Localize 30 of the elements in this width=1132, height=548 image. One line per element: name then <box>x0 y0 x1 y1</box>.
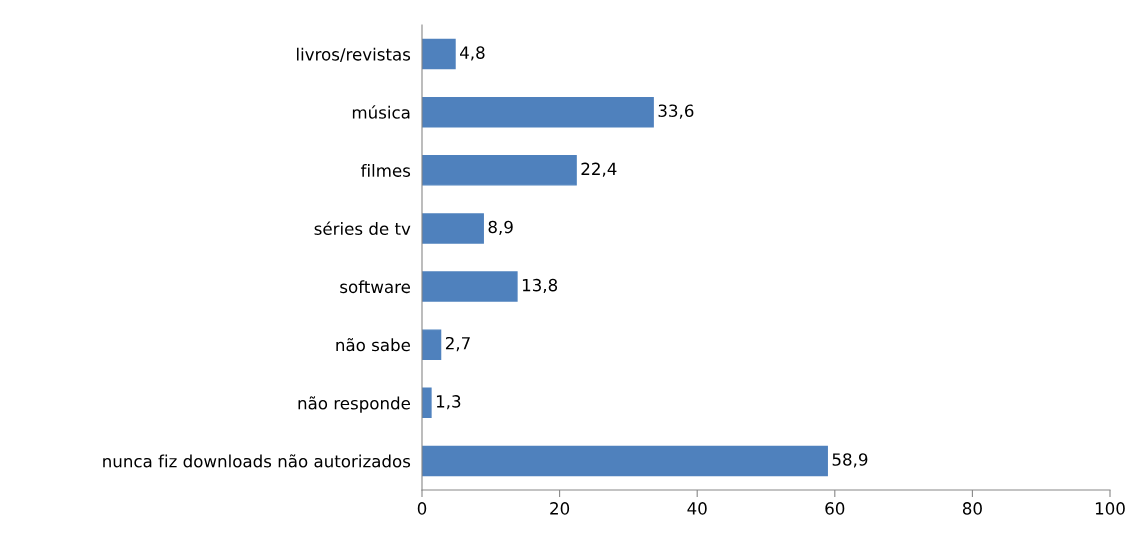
x-tick-label: 60 <box>825 502 845 515</box>
y-tick-label: nunca fiz downloads não autorizados <box>103 454 411 468</box>
x-tick-label: 0 <box>417 502 427 515</box>
data-label: 1,3 <box>436 395 461 410</box>
data-label: 33,6 <box>658 104 694 119</box>
data-label: 58,9 <box>832 453 868 468</box>
data-label: 8,9 <box>488 220 513 235</box>
data-label: 4,8 <box>460 46 485 61</box>
y-tick-label: não sabe <box>336 338 410 352</box>
bar <box>422 155 577 186</box>
x-tick-label: 40 <box>687 502 707 515</box>
data-label: 22,4 <box>581 162 617 177</box>
x-tick-label: 20 <box>550 502 570 515</box>
y-tick-label: séries de tv <box>314 221 411 236</box>
bar <box>422 271 518 302</box>
y-tick-label: não responde <box>298 396 410 413</box>
bar <box>422 329 442 360</box>
y-tick-label: software <box>340 280 410 294</box>
x-tick-label: 100 <box>1095 502 1125 515</box>
y-tick-label: filmes <box>360 163 411 177</box>
bar <box>422 445 828 477</box>
x-tick-label: 80 <box>962 502 982 515</box>
y-tick-label: livros/revistas <box>297 47 411 62</box>
bar <box>422 96 654 128</box>
y-tick-label: música <box>352 105 410 119</box>
data-label: 2,7 <box>445 336 470 352</box>
data-label: 13,8 <box>522 278 558 294</box>
bar <box>422 38 456 70</box>
bar <box>422 387 432 419</box>
bar <box>422 213 484 244</box>
